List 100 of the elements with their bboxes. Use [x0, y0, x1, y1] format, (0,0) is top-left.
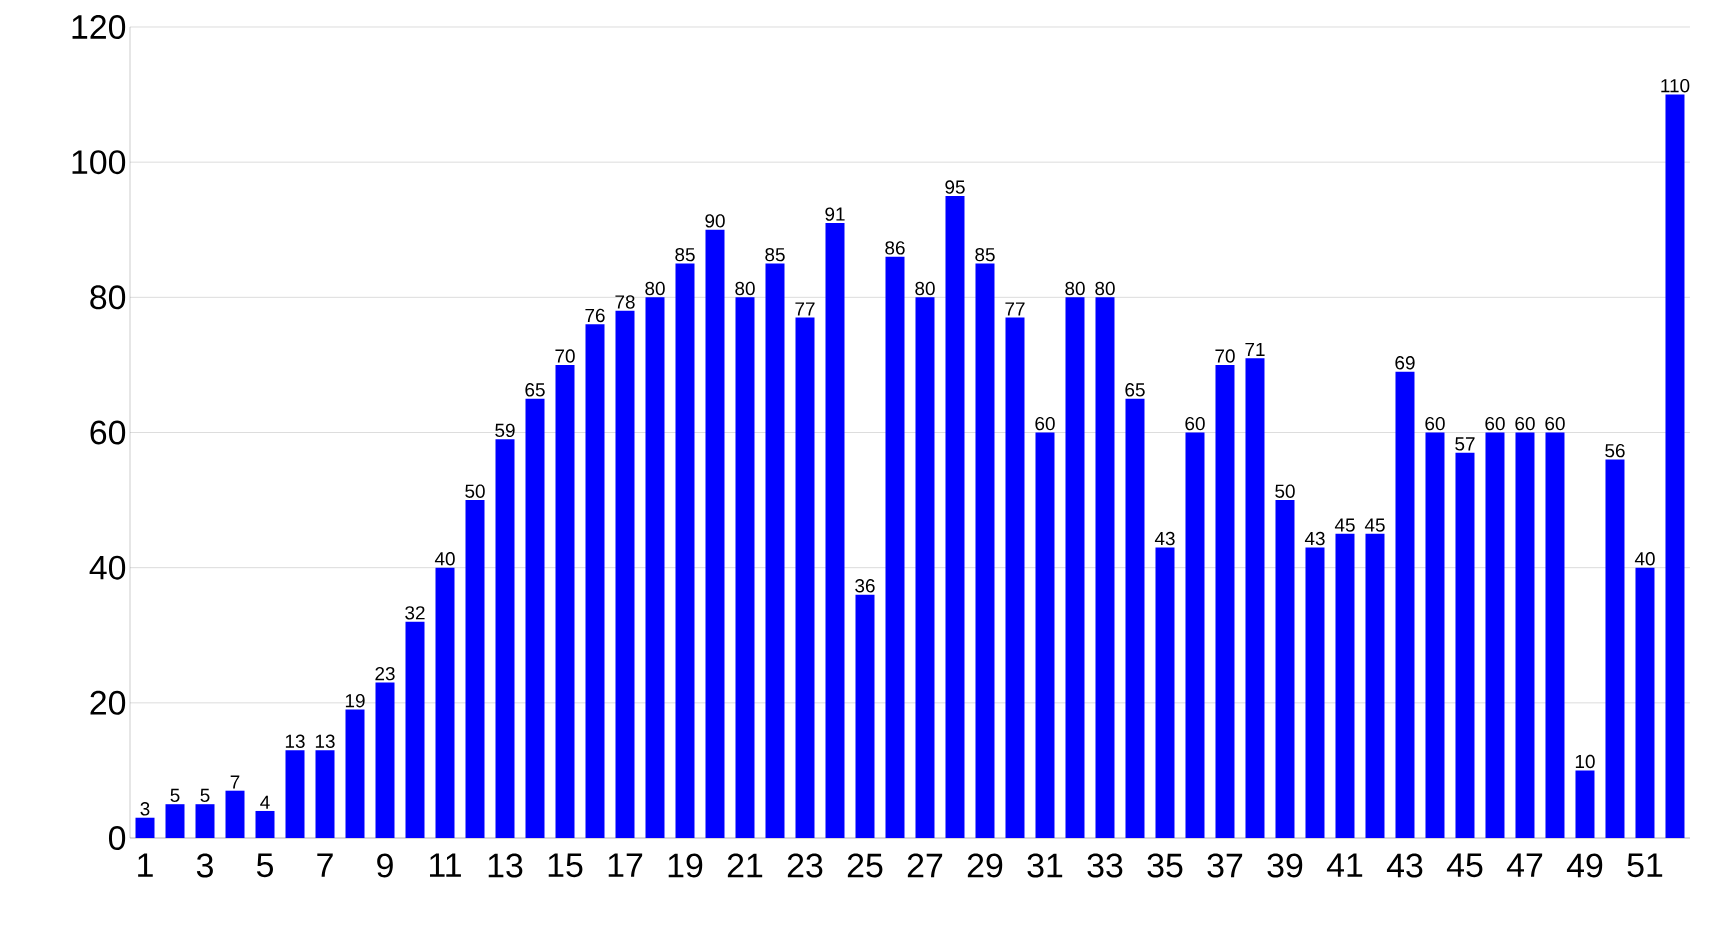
- data-label: 43: [1304, 531, 1325, 546]
- data-label: 85: [975, 247, 995, 262]
- data-label: 77: [1005, 302, 1025, 316]
- data-label: 80: [1065, 281, 1085, 296]
- data-label: 60: [1035, 416, 1055, 431]
- bar: [825, 222, 845, 838]
- bar: [285, 750, 305, 838]
- bar: [195, 804, 215, 838]
- bar: [765, 263, 785, 838]
- data-label: 78: [615, 295, 635, 309]
- bar: [885, 256, 905, 838]
- x-tick-label: 39: [1267, 853, 1303, 878]
- bar: [435, 567, 455, 838]
- data-label: 4: [260, 795, 270, 809]
- bar: [1455, 452, 1475, 838]
- data-label: 36: [855, 579, 875, 593]
- data-label: 86: [885, 241, 905, 255]
- bar: [1515, 432, 1535, 838]
- data-label: 80: [915, 281, 935, 296]
- x-tick-label: 1: [138, 853, 153, 877]
- bar: [1545, 432, 1565, 838]
- y-tick-label: 0: [108, 826, 126, 850]
- bar: [735, 297, 755, 838]
- data-label: 5: [200, 788, 210, 803]
- bar: [1215, 364, 1235, 838]
- data-label: 60: [1485, 416, 1505, 431]
- data-label: 40: [434, 552, 455, 566]
- bar: [135, 817, 155, 838]
- bar: [1125, 398, 1145, 838]
- bar: [1605, 459, 1625, 838]
- bar: [615, 310, 635, 838]
- data-label: 13: [285, 734, 305, 748]
- bar: [1335, 533, 1355, 838]
- y-tick-label: 40: [89, 555, 126, 580]
- x-tick-label: 25: [847, 853, 883, 878]
- data-label: 65: [1125, 383, 1145, 397]
- x-tick-label: 21: [727, 853, 763, 878]
- bar: [915, 297, 935, 838]
- data-label: 56: [1605, 443, 1625, 458]
- bar: [1635, 567, 1655, 838]
- data-label: 60: [1425, 416, 1445, 431]
- data-label: 80: [645, 281, 665, 296]
- x-tick-label: 19: [668, 853, 703, 878]
- x-tick-label: 3: [196, 853, 213, 878]
- data-label: 10: [1575, 754, 1595, 769]
- bar: [585, 324, 605, 838]
- bar: [405, 621, 425, 838]
- y-tick-label: 120: [72, 14, 126, 39]
- data-label: 69: [1395, 356, 1415, 370]
- x-tick-label: 7: [317, 853, 333, 877]
- bar: [1065, 297, 1085, 838]
- bar: [225, 790, 245, 838]
- y-tick-label: 60: [90, 420, 126, 445]
- x-tick-label: 51: [1627, 853, 1663, 878]
- x-tick-label: 35: [1147, 853, 1183, 878]
- data-label: 45: [1334, 518, 1355, 532]
- bar: [1305, 547, 1325, 838]
- bar: [945, 195, 965, 838]
- data-label: 77: [795, 302, 815, 316]
- bar: [795, 317, 815, 838]
- bar: [165, 804, 185, 838]
- data-label: 85: [765, 247, 785, 262]
- data-label: 50: [465, 484, 485, 498]
- bar: [975, 263, 995, 838]
- data-label: 45: [1364, 518, 1385, 532]
- x-tick-label: 41: [1326, 853, 1363, 877]
- data-label: 85: [675, 247, 695, 262]
- data-label: 40: [1634, 552, 1655, 566]
- x-tick-label: 27: [907, 853, 943, 878]
- x-tick-label: 23: [787, 853, 823, 878]
- data-label: 95: [945, 180, 965, 194]
- x-tick-label: 15: [548, 853, 583, 878]
- bar: [645, 297, 665, 838]
- data-label: 32: [405, 606, 425, 620]
- data-label: 65: [525, 383, 545, 397]
- bar: [855, 594, 875, 838]
- bar: [1005, 317, 1025, 838]
- bar: [1095, 297, 1115, 838]
- data-label: 60: [1515, 416, 1535, 431]
- bar: [1575, 770, 1595, 838]
- bar: [555, 364, 575, 838]
- data-label: 70: [1215, 349, 1235, 363]
- bar: [465, 500, 485, 838]
- x-tick-label: 11: [429, 853, 461, 877]
- data-label: 110: [1661, 78, 1690, 93]
- data-label: 13: [315, 734, 335, 748]
- data-label: 7: [230, 775, 240, 789]
- bar: [675, 263, 695, 838]
- data-label: 70: [555, 349, 575, 363]
- data-label: 5: [170, 788, 180, 803]
- x-tick-label: 29: [967, 853, 1003, 878]
- data-label: 71: [1245, 342, 1265, 356]
- x-tick-label: 49: [1566, 853, 1603, 878]
- y-tick-label: 20: [90, 690, 126, 715]
- bar: [1665, 94, 1685, 838]
- x-tick-label: 45: [1446, 853, 1483, 878]
- bar: [1245, 358, 1265, 838]
- data-label: 43: [1154, 531, 1175, 546]
- x-tick-label: 9: [377, 853, 393, 878]
- data-label: 80: [735, 281, 755, 296]
